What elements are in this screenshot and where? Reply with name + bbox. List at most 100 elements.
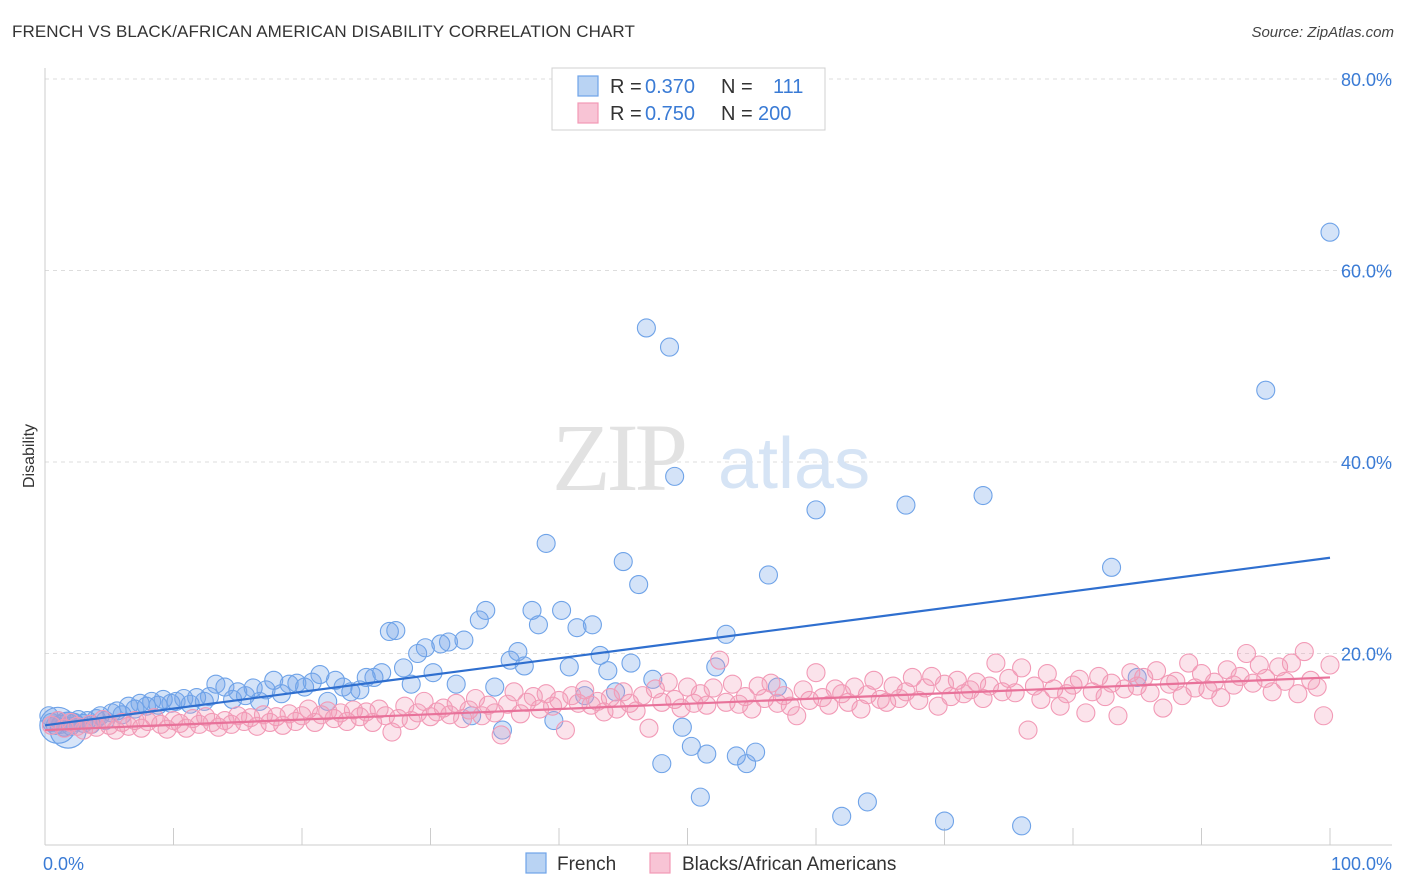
point-french-95 xyxy=(672,717,692,737)
point-black-106 xyxy=(722,674,743,694)
point-french-55 xyxy=(372,663,392,683)
point-black-112 xyxy=(761,673,781,693)
point-black-57 xyxy=(408,703,428,723)
point-french-75 xyxy=(522,600,542,620)
point-french-60 xyxy=(408,643,428,664)
point-black-195 xyxy=(1294,642,1314,662)
point-black-81 xyxy=(562,686,582,706)
point-black-136 xyxy=(915,678,935,698)
y-axis-title: Disability xyxy=(21,424,38,488)
point-black-173 xyxy=(1153,698,1173,718)
point-black-145 xyxy=(973,688,993,709)
point-black-175 xyxy=(1166,671,1186,691)
point-french-109 xyxy=(896,495,916,515)
legend-bottom-swatch-black xyxy=(649,852,671,874)
point-black-172 xyxy=(1146,661,1167,681)
point-black-68 xyxy=(478,695,498,715)
point-french-85 xyxy=(598,661,618,681)
point-black-80 xyxy=(555,720,575,740)
point-black-73 xyxy=(510,704,531,724)
point-black-157 xyxy=(1050,696,1070,716)
point-french-115 xyxy=(1256,380,1276,400)
point-french-108 xyxy=(857,792,877,812)
point-french-86 xyxy=(605,682,626,702)
point-black-149 xyxy=(999,668,1019,688)
point-black-119 xyxy=(806,663,826,683)
legend-n-value-2: 200 xyxy=(758,103,791,125)
point-french-61 xyxy=(415,638,435,658)
point-black-197 xyxy=(1307,677,1327,697)
point-black-198 xyxy=(1314,706,1334,726)
point-black-161 xyxy=(1076,703,1096,723)
point-french-49 xyxy=(325,670,345,690)
point-black-116 xyxy=(787,706,807,726)
x-tick-label-0: 0.0% xyxy=(43,854,84,874)
x-tick-label-1: 100.0% xyxy=(1331,854,1392,874)
y-tick-label-3: 80.0% xyxy=(1341,70,1392,90)
point-black-128 xyxy=(864,670,884,690)
legend-r-value-2: 0.750 xyxy=(645,103,695,125)
point-french-73 xyxy=(508,642,528,662)
point-french-64 xyxy=(438,632,459,652)
point-black-93 xyxy=(639,718,659,738)
point-black-104 xyxy=(710,650,730,670)
trendline-french xyxy=(44,556,1331,727)
point-french-101 xyxy=(726,746,746,766)
point-french-89 xyxy=(629,575,649,595)
point-black-166 xyxy=(1108,706,1128,726)
point-french-100 xyxy=(716,624,736,644)
legend-r-value-1: 0.370 xyxy=(645,76,695,98)
gridlines xyxy=(45,78,1392,654)
legend-n-label-2: N = xyxy=(721,103,753,125)
point-black-96 xyxy=(658,672,678,692)
point-french-116 xyxy=(1320,222,1340,242)
point-french-77 xyxy=(536,533,556,553)
point-black-130 xyxy=(877,692,897,712)
point-black-182 xyxy=(1211,687,1231,708)
point-black-171 xyxy=(1140,683,1160,703)
point-black-10 xyxy=(106,720,126,740)
point-black-191 xyxy=(1269,657,1289,677)
point-french-59 xyxy=(401,674,421,694)
trendlines xyxy=(44,556,1331,732)
point-black-70 xyxy=(491,725,511,745)
point-french-98 xyxy=(697,744,717,764)
point-black-147 xyxy=(986,653,1006,673)
watermark-zip: ZIP xyxy=(552,404,685,511)
point-french-40 xyxy=(256,680,276,700)
point-black-190 xyxy=(1262,682,1282,702)
point-french-83 xyxy=(582,615,602,635)
point-french-63 xyxy=(431,634,451,654)
point-black-121 xyxy=(819,695,839,715)
y-tick-label-0: 20.0% xyxy=(1341,645,1392,665)
legend-r-label-2: R = xyxy=(610,103,642,125)
point-black-151 xyxy=(1012,658,1032,678)
point-black-186 xyxy=(1236,643,1257,664)
point-french-65 xyxy=(446,674,466,694)
y-tick-label-1: 40.0% xyxy=(1341,453,1392,473)
legend-swatch-french xyxy=(577,75,599,97)
point-black-89 xyxy=(613,682,633,702)
point-black-102 xyxy=(697,695,717,715)
point-french-57 xyxy=(386,620,406,641)
point-black-72 xyxy=(504,682,524,702)
point-french-74 xyxy=(514,656,534,676)
point-black-152 xyxy=(1018,720,1038,740)
point-french-32 xyxy=(199,687,220,707)
x-tick-labels: 0.0% 100.0% xyxy=(43,854,1392,874)
point-black-71 xyxy=(498,694,518,714)
legend-bottom-swatch-french xyxy=(525,852,547,874)
point-black-103 xyxy=(703,678,723,698)
point-black-135 xyxy=(909,690,929,710)
series-french-points xyxy=(39,222,1340,836)
point-french-110 xyxy=(934,811,955,831)
point-french-76 xyxy=(528,615,548,635)
point-french-104 xyxy=(758,565,779,585)
point-french-96 xyxy=(681,736,701,756)
point-black-85 xyxy=(587,691,608,711)
point-french-106 xyxy=(806,500,826,520)
point-french-90 xyxy=(636,318,656,338)
point-french-58 xyxy=(393,658,414,678)
series-black-points xyxy=(41,642,1340,745)
point-french-56 xyxy=(379,621,399,642)
